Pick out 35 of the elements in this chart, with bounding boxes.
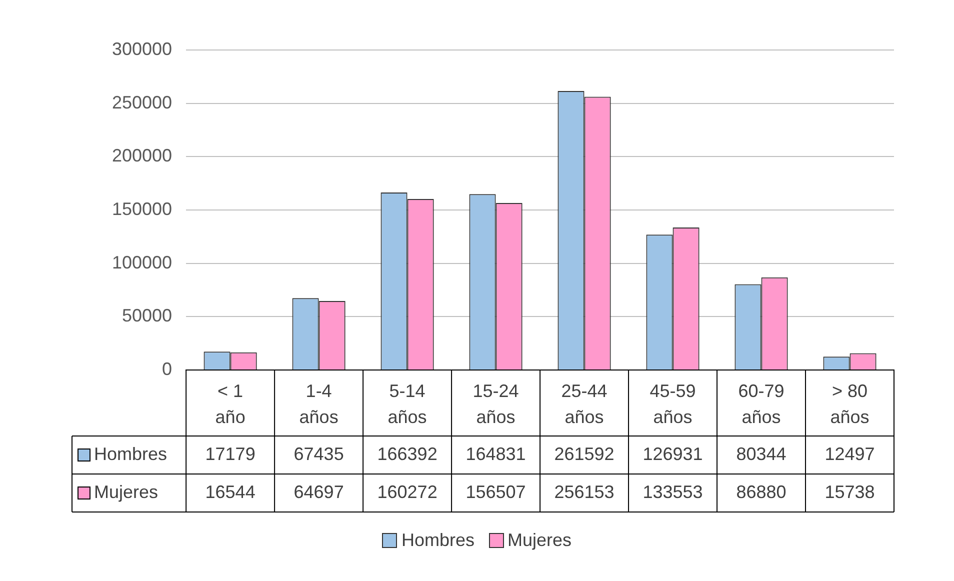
data-label: 67435 <box>294 444 344 464</box>
data-label: 17179 <box>205 444 256 464</box>
data-label: 160272 <box>377 482 438 502</box>
legend-label: Hombres <box>94 444 168 464</box>
x-tick-label: 1-4 años <box>299 380 338 427</box>
y-tick-label: 200000 <box>112 146 172 166</box>
x-tick-label: > 80 años <box>830 380 870 427</box>
y-tick-label: 300000 <box>112 38 172 59</box>
data-label: 133553 <box>642 482 703 502</box>
data-label: 12497 <box>824 444 875 464</box>
data-label: 156507 <box>466 482 526 502</box>
y-tick-label: 150000 <box>112 198 172 219</box>
y-tick-label: 100000 <box>112 252 172 272</box>
data-label: 16544 <box>205 482 256 502</box>
y-tick-label: 50000 <box>122 306 172 326</box>
y-tick-label: 0 <box>162 358 172 379</box>
legend-label: Mujeres <box>94 482 158 502</box>
text: Mujeres <box>508 530 572 550</box>
data-label: 166392 <box>377 444 438 464</box>
data-label: 86880 <box>736 482 786 502</box>
y-tick-label: 250000 <box>112 92 172 112</box>
x-tick-label: 5-14 años <box>388 380 427 427</box>
text: Hombres <box>401 530 474 550</box>
x-tick-label: < 1 año <box>215 380 246 427</box>
data-label: 164831 <box>466 444 526 464</box>
data-label: 80344 <box>736 444 786 464</box>
x-tick-label: 25-44 años <box>561 380 608 427</box>
x-tick-label: 15-24 años <box>472 380 519 427</box>
data-label: 15738 <box>824 482 875 502</box>
x-tick-label: 60-79 años <box>738 380 784 427</box>
data-label: 256153 <box>554 482 614 502</box>
x-tick-label: 45-59 años <box>650 380 696 427</box>
data-label: 261592 <box>554 444 614 464</box>
data-label: 64697 <box>294 482 344 502</box>
data-label: 126931 <box>642 444 703 464</box>
